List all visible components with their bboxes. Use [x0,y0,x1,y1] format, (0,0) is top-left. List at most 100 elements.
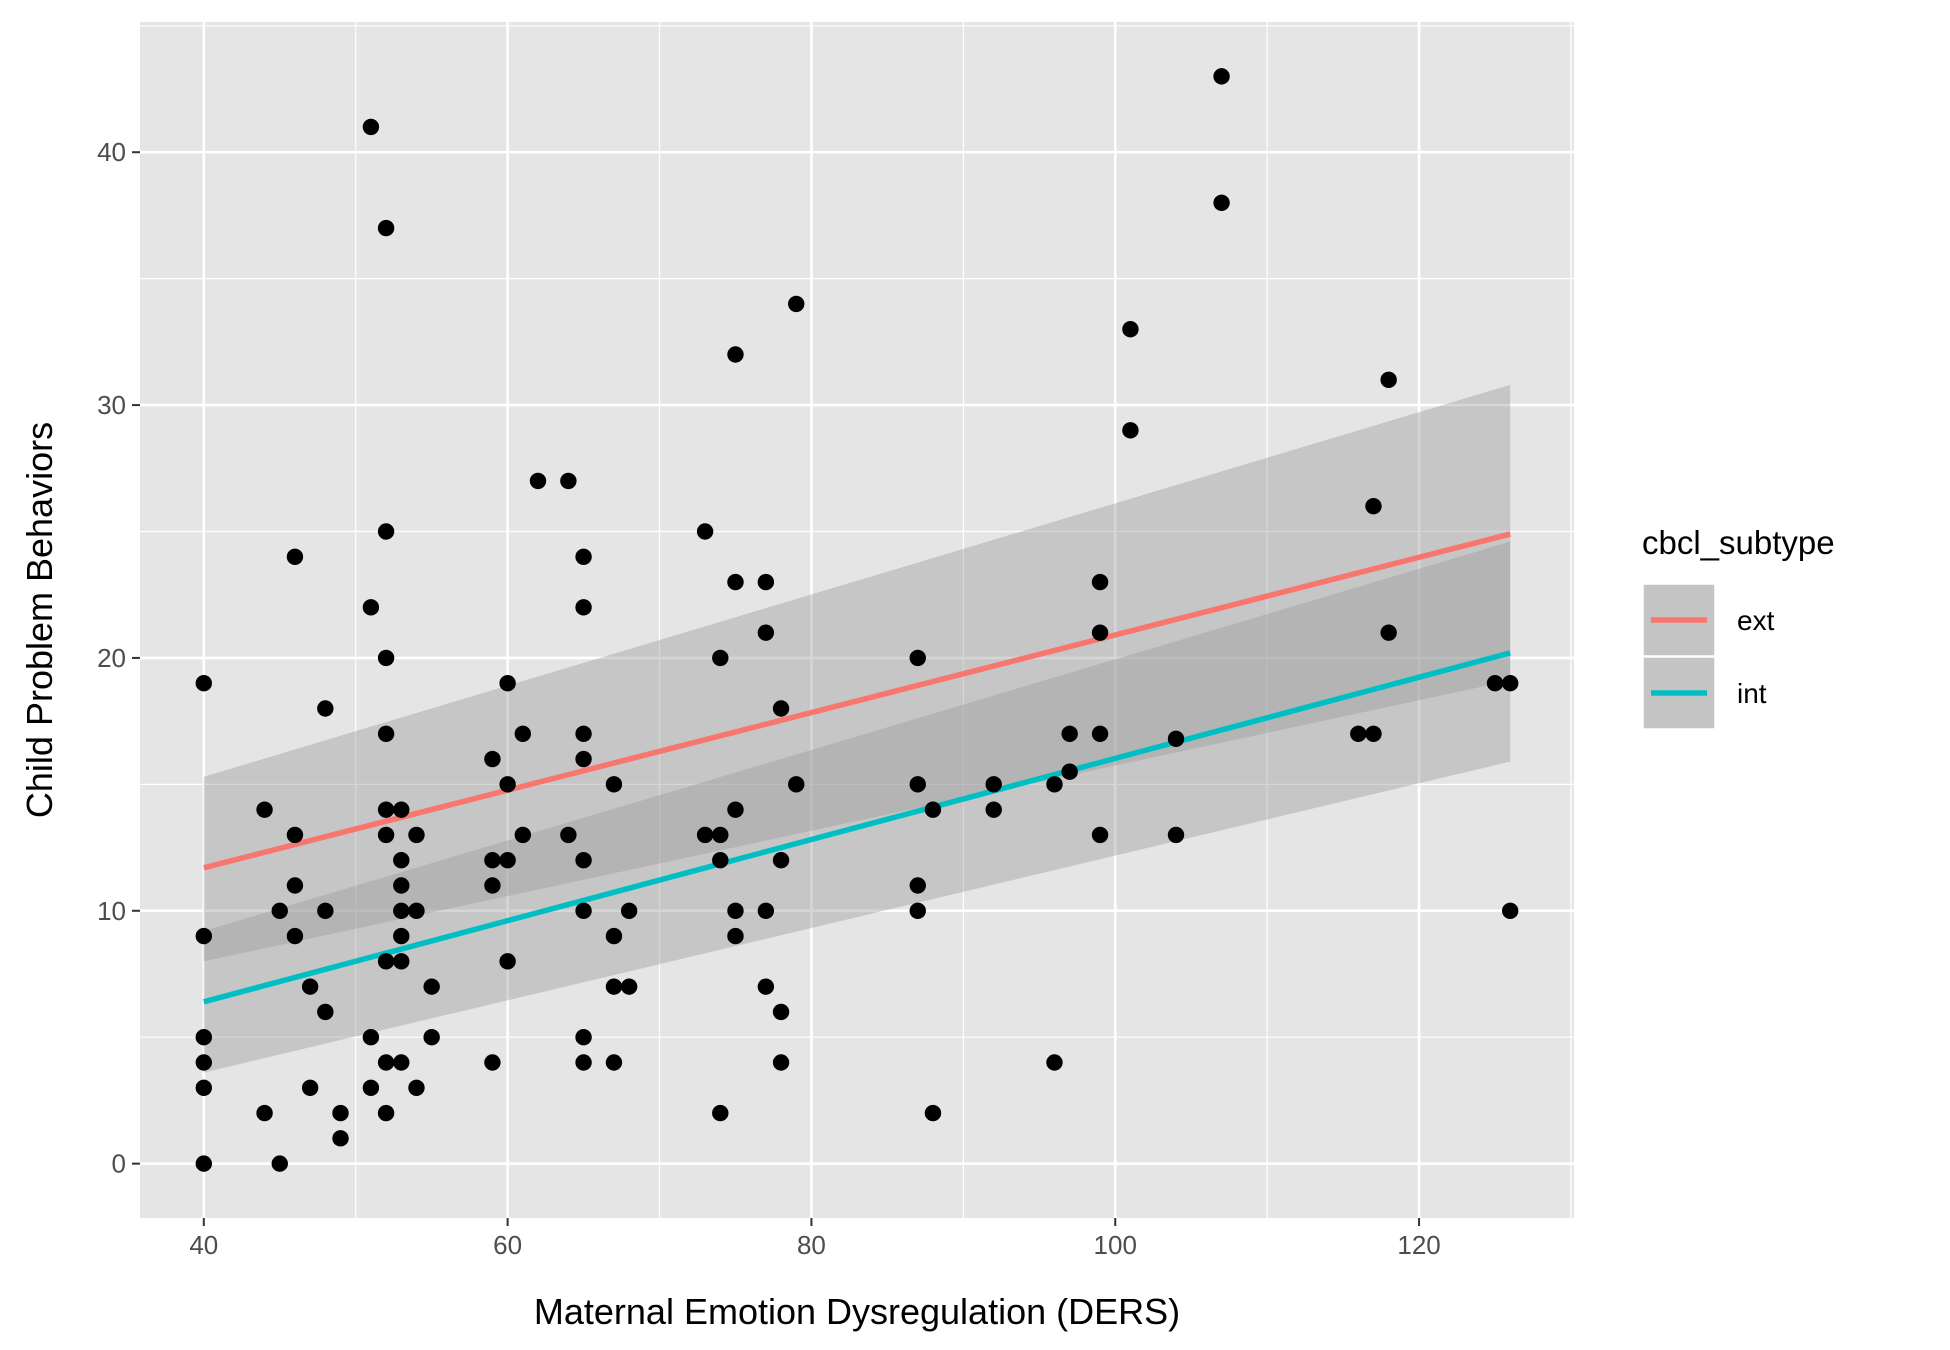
y-axis: 0 10 20 30 40 [97,137,140,1179]
x-tick-label: 120 [1397,1230,1440,1260]
data-point [529,472,547,490]
data-point [1091,826,1109,844]
data-point [499,675,516,692]
data-point [195,1054,213,1071]
regression-lines [203,531,1511,1005]
data-point [1350,725,1367,742]
data-point [408,826,425,844]
data-point [271,902,288,919]
y-tick-label: 20 [97,643,126,673]
data-point [727,573,744,591]
data-point [377,1054,395,1071]
data-point [1213,68,1230,85]
data-point [788,776,805,793]
data-point [377,725,395,742]
data-point [332,1130,349,1147]
data-point [924,1104,942,1122]
data-point [271,1155,288,1172]
data-point [575,599,592,616]
data-point [301,1079,319,1096]
data-point [757,978,775,995]
data-point [393,877,410,894]
data-point [377,826,395,844]
data-point [772,852,790,869]
data-point [1046,776,1063,793]
data-point [1091,624,1109,641]
data-point [195,1155,213,1172]
data-point [499,953,516,970]
data-point [1501,902,1519,919]
data-point [1486,675,1504,692]
data-point [1167,826,1185,844]
data-point [1501,675,1519,692]
data-point [712,649,729,667]
data-point [1122,321,1139,338]
data-point [772,1003,790,1021]
fit-line-int [203,650,1511,1005]
data-point [362,1079,380,1096]
data-point [575,750,592,768]
data-point [924,801,942,818]
data-points [195,68,1519,1172]
legend-label-int: int [1737,678,1767,709]
data-point [362,118,380,136]
legend-title: cbcl_subtype [1642,524,1835,561]
data-point [1365,725,1382,742]
data-point [727,801,744,818]
y-tick-label: 10 [97,896,126,926]
data-point [393,902,410,919]
data-point [377,219,395,237]
x-tick-label: 100 [1094,1230,1137,1260]
data-point [484,750,501,768]
data-point [757,573,775,591]
data-point [605,978,623,995]
data-point [560,472,577,490]
x-axis-title: Maternal Emotion Dysregulation (DERS) [534,1291,1180,1332]
data-point [377,1104,395,1122]
data-point [195,1029,213,1046]
data-point [195,927,213,945]
data-point [393,1054,410,1071]
data-point [499,852,516,869]
data-point [484,877,501,894]
data-point [423,978,440,995]
data-point [393,927,410,945]
y-tick-label: 40 [97,137,126,167]
data-point [575,548,592,565]
x-axis: 40 60 80 100 120 [189,1218,1441,1260]
y-tick-label: 30 [97,390,126,420]
data-point [195,675,213,692]
confidence-band-ext [203,384,1511,962]
data-point [605,927,623,945]
data-point [484,1054,501,1071]
data-point [408,1079,425,1096]
data-point [393,953,410,970]
data-point [332,1104,349,1122]
x-tick-label: 60 [493,1230,522,1260]
data-point [362,599,380,616]
data-point [788,295,805,313]
data-point [256,1104,273,1122]
data-point [377,523,395,540]
confidence-band-int [203,541,1511,1073]
data-point [1046,1054,1063,1071]
data-point [909,776,926,793]
data-point [909,649,926,667]
data-point [393,801,410,818]
data-point [727,927,744,945]
x-tick-label: 80 [797,1230,826,1260]
data-point [1061,725,1078,742]
data-point [575,725,592,742]
data-point [317,902,334,919]
data-point [286,927,304,945]
data-point [256,801,273,818]
data-point [514,826,532,844]
data-point [1061,763,1078,780]
data-point [1380,371,1397,388]
data-point [286,548,304,565]
data-point [985,776,1002,793]
data-point [605,776,623,793]
legend-label-ext: ext [1737,605,1775,636]
data-point [301,978,319,995]
